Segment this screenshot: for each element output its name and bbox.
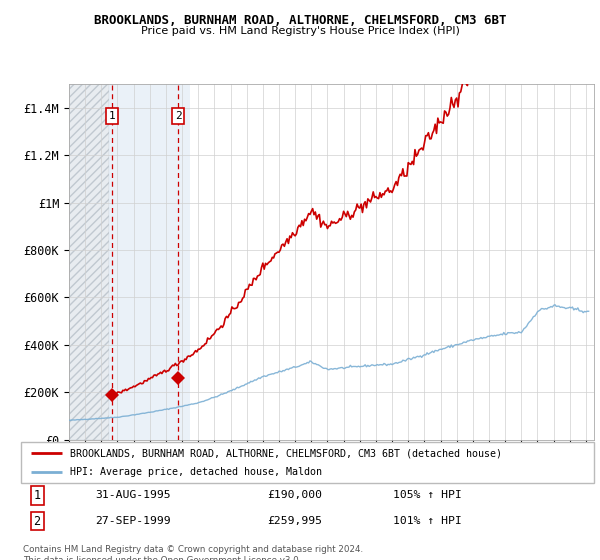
Text: BROOKLANDS, BURNHAM ROAD, ALTHORNE, CHELMSFORD, CM3 6BT: BROOKLANDS, BURNHAM ROAD, ALTHORNE, CHEL…	[94, 13, 506, 27]
Text: 105% ↑ HPI: 105% ↑ HPI	[394, 491, 462, 501]
Text: 31-AUG-1995: 31-AUG-1995	[95, 491, 171, 501]
Text: 2: 2	[34, 515, 41, 528]
Text: 2: 2	[175, 111, 181, 121]
Text: 101% ↑ HPI: 101% ↑ HPI	[394, 516, 462, 526]
Text: 1: 1	[34, 489, 41, 502]
Text: 27-SEP-1999: 27-SEP-1999	[95, 516, 171, 526]
Text: Contains HM Land Registry data © Crown copyright and database right 2024.
This d: Contains HM Land Registry data © Crown c…	[23, 545, 363, 560]
Text: £190,000: £190,000	[268, 491, 322, 501]
Bar	[69, 84, 109, 440]
Text: £259,995: £259,995	[268, 516, 322, 526]
Text: BROOKLANDS, BURNHAM ROAD, ALTHORNE, CHELMSFORD, CM3 6BT (detached house): BROOKLANDS, BURNHAM ROAD, ALTHORNE, CHEL…	[70, 449, 502, 458]
Text: 1: 1	[109, 111, 116, 121]
Text: Price paid vs. HM Land Registry's House Price Index (HPI): Price paid vs. HM Land Registry's House …	[140, 26, 460, 36]
Bar	[109, 84, 190, 440]
Text: HPI: Average price, detached house, Maldon: HPI: Average price, detached house, Mald…	[70, 467, 322, 477]
